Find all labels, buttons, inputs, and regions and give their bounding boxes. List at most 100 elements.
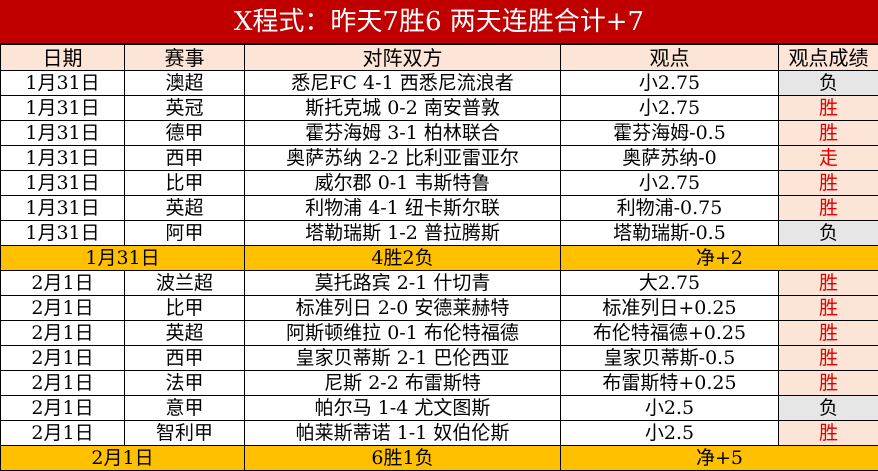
- result-cell: 胜: [779, 96, 878, 121]
- view-cell: 利物浦-0.75: [561, 196, 779, 221]
- view-cell: 布雷斯特+0.25: [561, 371, 779, 396]
- result-cell: 胜: [779, 371, 878, 396]
- header-row: 日期 赛事 对阵双方 观点 观点成绩: [1, 45, 878, 71]
- result-cell: 负: [779, 71, 878, 96]
- result-cell: 胜: [779, 421, 878, 446]
- view-cell: 霍芬海姆-0.5: [561, 121, 779, 146]
- header-view: 观点: [561, 45, 779, 71]
- league-cell: 波兰超: [125, 271, 245, 296]
- match-cell: 斯托克城 0-2 南安普敦: [245, 96, 561, 121]
- result-cell: 负: [779, 396, 878, 421]
- match-cell: 莫托路宾 2-1 什切青: [245, 271, 561, 296]
- view-cell: 小2.75: [561, 171, 779, 196]
- league-cell: 英冠: [125, 96, 245, 121]
- league-cell: 意甲: [125, 396, 245, 421]
- match-cell: 霍芬海姆 3-1 柏林联合: [245, 121, 561, 146]
- result-cell: 胜: [779, 271, 878, 296]
- view-cell: 小2.5: [561, 421, 779, 446]
- match-cell: 帕莱斯蒂诺 1-1 奴伯伦斯: [245, 421, 561, 446]
- header-league: 赛事: [125, 45, 245, 71]
- league-cell: 德甲: [125, 121, 245, 146]
- match-cell: 利物浦 4-1 纽卡斯尔联: [245, 196, 561, 221]
- view-cell: 大2.75: [561, 271, 779, 296]
- date-cell: 2月1日: [1, 321, 125, 346]
- match-cell: 阿斯顿维拉 0-1 布伦特福德: [245, 321, 561, 346]
- date-cell: 1月31日: [1, 96, 125, 121]
- league-cell: 英超: [125, 321, 245, 346]
- header-result: 观点成绩: [779, 45, 878, 71]
- league-cell: 智利甲: [125, 421, 245, 446]
- date-cell: 1月31日: [1, 221, 125, 246]
- result-cell: 胜: [779, 196, 878, 221]
- match-cell: 奥萨苏纳 2-2 比利亚雷亚尔: [245, 146, 561, 171]
- date-cell: 1月31日: [1, 121, 125, 146]
- date-cell: 2月1日: [1, 396, 125, 421]
- summary-net: 净+5: [561, 446, 878, 471]
- view-cell: 布伦特福德+0.25: [561, 321, 779, 346]
- result-cell: 胜: [779, 346, 878, 371]
- view-cell: 小2.75: [561, 71, 779, 96]
- date-cell: 1月31日: [1, 146, 125, 171]
- match-cell: 帕尔马 1-4 尤文图斯: [245, 396, 561, 421]
- match-cell: 皇家贝蒂斯 2-1 巴伦西亚: [245, 346, 561, 371]
- result-cell: 胜: [779, 121, 878, 146]
- league-cell: 英超: [125, 196, 245, 221]
- summary-net: 净+2: [561, 246, 878, 271]
- date-cell: 1月31日: [1, 196, 125, 221]
- summary-date: 2月1日: [1, 446, 245, 471]
- match-cell: 标准列日 2-0 安德莱赫特: [245, 296, 561, 321]
- date-cell: 1月31日: [1, 171, 125, 196]
- result-cell: 走: [779, 146, 878, 171]
- league-cell: 法甲: [125, 371, 245, 396]
- view-cell: 小2.75: [561, 96, 779, 121]
- results-table: 日期 赛事 对阵双方 观点 观点成绩 1月31日澳超悉尼FC 4-1 西悉尼流浪…: [0, 44, 878, 471]
- league-cell: 西甲: [125, 146, 245, 171]
- header-match: 对阵双方: [245, 45, 561, 71]
- view-cell: 皇家贝蒂斯-0.5: [561, 346, 779, 371]
- league-cell: 西甲: [125, 346, 245, 371]
- result-cell: 胜: [779, 171, 878, 196]
- view-cell: 标准列日+0.25: [561, 296, 779, 321]
- header-date: 日期: [1, 45, 125, 71]
- match-cell: 悉尼FC 4-1 西悉尼流浪者: [245, 71, 561, 96]
- date-cell: 2月1日: [1, 346, 125, 371]
- league-cell: 比甲: [125, 296, 245, 321]
- league-cell: 阿甲: [125, 221, 245, 246]
- date-cell: 2月1日: [1, 271, 125, 296]
- match-cell: 尼斯 2-2 布雷斯特: [245, 371, 561, 396]
- result-cell: 负: [779, 221, 878, 246]
- match-cell: 塔勒瑞斯 1-2 普拉腾斯: [245, 221, 561, 246]
- date-cell: 2月1日: [1, 371, 125, 396]
- result-cell: 胜: [779, 321, 878, 346]
- page-title: X程式：昨天7胜6 两天连胜合计+7: [0, 0, 878, 44]
- date-cell: 2月1日: [1, 296, 125, 321]
- league-cell: 比甲: [125, 171, 245, 196]
- summary-date: 1月31日: [1, 246, 245, 271]
- match-cell: 威尔郡 0-1 韦斯特鲁: [245, 171, 561, 196]
- date-cell: 2月1日: [1, 421, 125, 446]
- view-cell: 小2.5: [561, 396, 779, 421]
- view-cell: 塔勒瑞斯-0.5: [561, 221, 779, 246]
- result-cell: 胜: [779, 296, 878, 321]
- summary-record: 4胜2负: [245, 246, 561, 271]
- league-cell: 澳超: [125, 71, 245, 96]
- date-cell: 1月31日: [1, 71, 125, 96]
- summary-record: 6胜1负: [245, 446, 561, 471]
- view-cell: 奥萨苏纳-0: [561, 146, 779, 171]
